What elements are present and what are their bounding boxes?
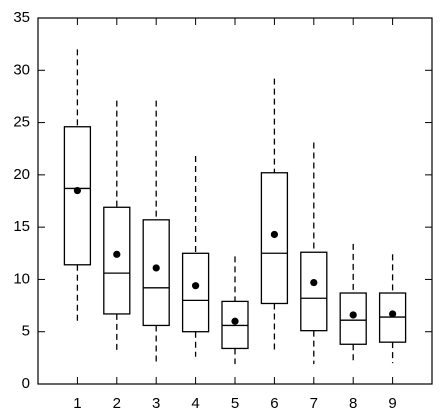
mean-dot — [310, 278, 318, 287]
box — [339, 292, 367, 345]
x-tick-label: 1 — [73, 395, 81, 412]
x-tick-label: 7 — [310, 395, 318, 412]
y-tick-label: 35 — [13, 9, 30, 26]
box — [260, 172, 289, 305]
mean-dot — [231, 317, 239, 325]
mean-dot — [192, 282, 200, 290]
mean-dot — [113, 250, 121, 258]
box — [300, 251, 328, 332]
y-tick-label: 15 — [13, 218, 30, 235]
box — [142, 219, 170, 327]
x-tick-label: 4 — [191, 395, 199, 412]
mean-dot — [389, 310, 397, 318]
y-tick-label: 10 — [13, 270, 30, 287]
mean-dot — [270, 230, 278, 239]
box — [63, 126, 92, 266]
y-tick-label: 0 — [22, 375, 30, 392]
mean-dot — [349, 311, 357, 319]
mean-dot — [73, 186, 81, 195]
x-tick-label: 6 — [270, 395, 278, 412]
y-tick-label: 20 — [13, 166, 30, 183]
x-tick-label: 3 — [152, 395, 160, 412]
x-tick-label: 2 — [113, 395, 121, 412]
y-tick-label: 30 — [13, 61, 30, 78]
box — [103, 206, 131, 315]
x-tick-label: 8 — [349, 395, 357, 412]
x-tick-label: 9 — [388, 395, 396, 412]
box — [181, 252, 210, 333]
mean-dot — [152, 264, 160, 272]
plot-frame — [37, 17, 433, 385]
y-tick-label: 25 — [13, 114, 30, 131]
y-tick-label: 5 — [22, 323, 30, 340]
x-tick-label: 5 — [231, 395, 239, 412]
